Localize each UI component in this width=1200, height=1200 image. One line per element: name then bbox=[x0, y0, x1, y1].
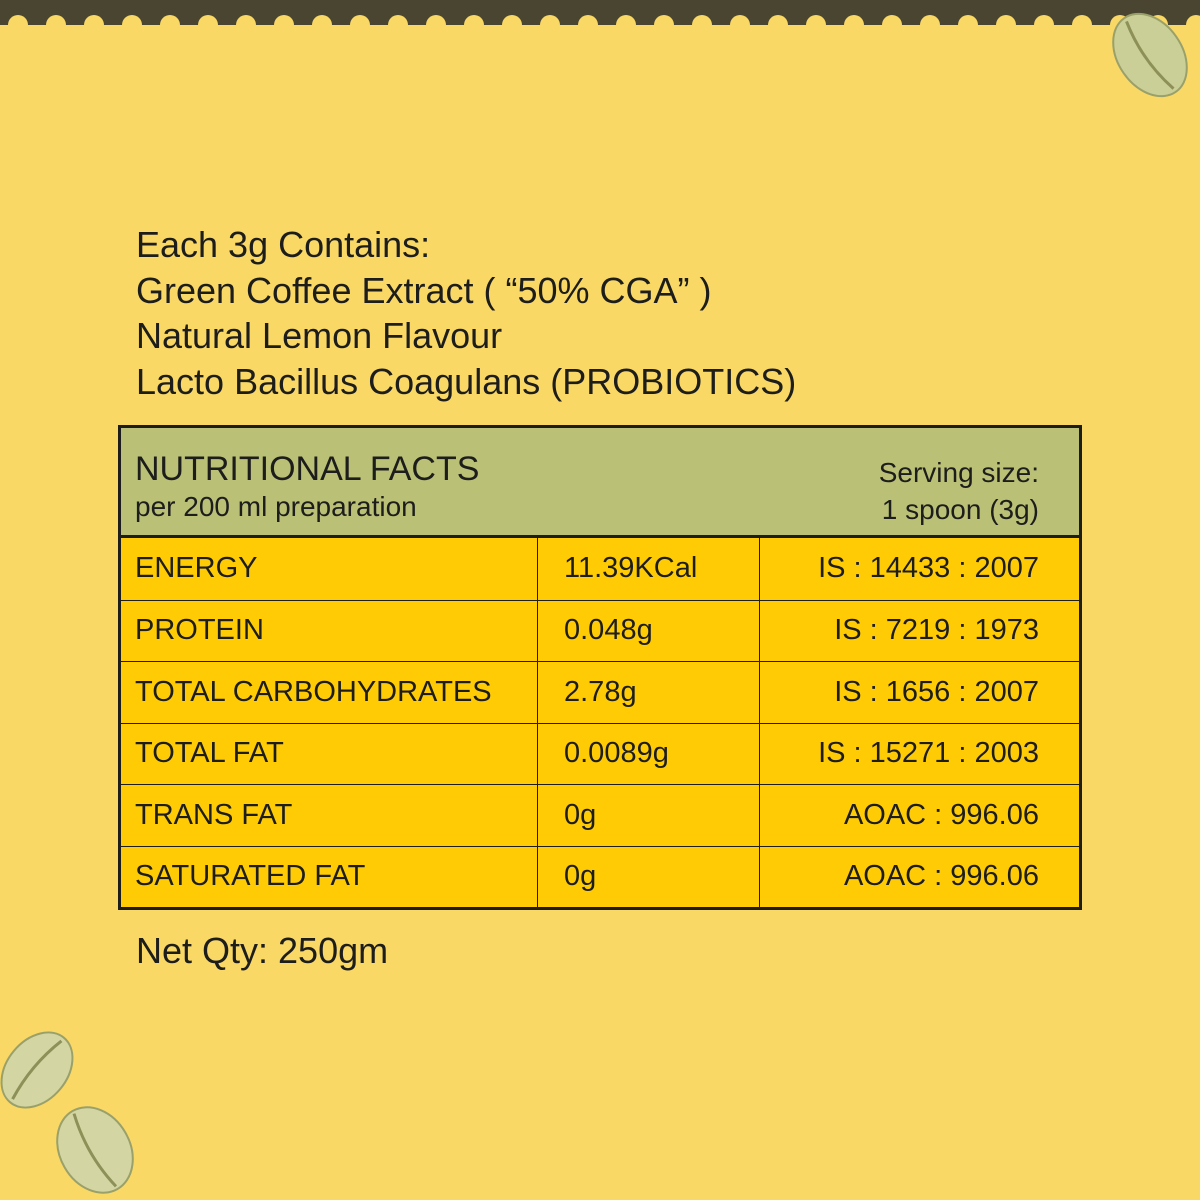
net-quantity: Net Qty: 250gm bbox=[136, 930, 389, 971]
coffee-bean-icon bbox=[1112, 12, 1188, 98]
nutrient-name: ENERGY bbox=[121, 538, 538, 600]
table-row: ENERGY 11.39KCal IS : 14433 : 2007 bbox=[121, 538, 1079, 600]
test-method: IS : 15271 : 2003 bbox=[818, 737, 1039, 770]
coffee-bean-icon bbox=[0, 1031, 74, 1109]
ingredient-item: Lacto Bacillus Coagulans (PROBIOTICS) bbox=[136, 360, 797, 402]
nutrient-value: 0.048g bbox=[538, 600, 760, 661]
table-row: TOTAL CARBOHYDRATES 2.78g IS : 1656 : 2007 bbox=[121, 661, 1079, 723]
test-method: IS : 1656 : 2007 bbox=[834, 675, 1039, 708]
ingredients-list: Each 3g Contains: Green Coffee Extract (… bbox=[136, 222, 796, 404]
nutrient-value: 0g bbox=[538, 846, 760, 907]
table-row: TRANS FAT 0g AOAC : 996.06 bbox=[121, 784, 1079, 846]
ingredients-heading: Each 3g Contains: bbox=[136, 224, 431, 265]
nutrient-value: 0g bbox=[538, 785, 760, 846]
serving-size: Serving size: 1 spoon (3g) bbox=[879, 454, 1039, 528]
scalloped-top-border bbox=[0, 0, 1200, 30]
coffee-bean-icon bbox=[56, 1106, 134, 1194]
table-row: TOTAL FAT 0.0089g IS : 15271 : 2003 bbox=[121, 722, 1079, 784]
test-method: IS : 14433 : 2007 bbox=[818, 552, 1039, 585]
serving-value: 1 spoon (3g) bbox=[881, 494, 1039, 525]
nutrient-name: TRANS FAT bbox=[121, 785, 538, 846]
table-row: SATURATED FAT 0g AOAC : 996.06 bbox=[121, 845, 1079, 907]
nutrient-value: 2.78g bbox=[538, 662, 760, 723]
test-method: IS : 7219 : 1973 bbox=[834, 614, 1039, 647]
nutrient-value: 11.39KCal bbox=[538, 538, 760, 600]
serving-label: Serving size: bbox=[878, 457, 1039, 488]
nutrient-value: 0.0089g bbox=[538, 723, 760, 784]
test-method: AOAC : 996.06 bbox=[843, 798, 1039, 831]
nutrient-name: SATURATED FAT bbox=[121, 846, 538, 907]
nutrient-name: TOTAL FAT bbox=[121, 723, 538, 784]
table-row: PROTEIN 0.048g IS : 7219 : 1973 bbox=[121, 599, 1079, 661]
test-method: AOAC : 996.06 bbox=[843, 860, 1039, 893]
nutrient-name: TOTAL CARBOHYDRATES bbox=[121, 662, 538, 723]
nutrition-table: NUTRITIONAL FACTS per 200 ml preparation… bbox=[118, 425, 1082, 910]
ingredient-item: Natural Lemon Flavour bbox=[136, 315, 503, 356]
ingredient-item: Green Coffee Extract ( “50% CGA” ) bbox=[136, 269, 712, 311]
nutrient-name: PROTEIN bbox=[121, 600, 538, 661]
table-title: NUTRITIONAL FACTS bbox=[135, 450, 480, 488]
table-subtitle: per 200 ml preparation bbox=[135, 491, 417, 522]
nutrition-table-header: NUTRITIONAL FACTS per 200 ml preparation… bbox=[121, 428, 1079, 538]
